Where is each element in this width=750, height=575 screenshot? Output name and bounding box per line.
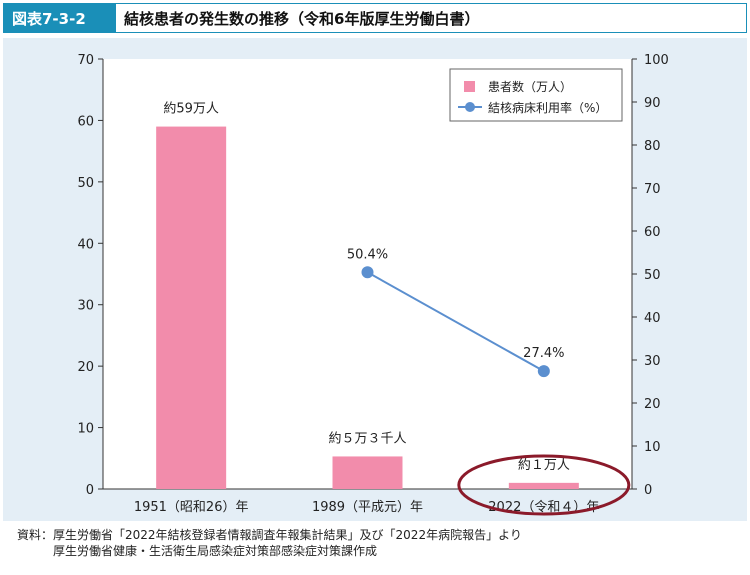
bar: [508, 482, 579, 489]
x-tick-label: 1951（昭和26）年: [134, 500, 249, 515]
right-tick-label: 60: [644, 225, 661, 240]
left-tick-label: 60: [77, 114, 94, 129]
right-tick-label: 0: [644, 483, 652, 498]
left-tick-label: 10: [77, 422, 94, 437]
highlight-ellipse: [457, 454, 631, 516]
legend-box: [449, 68, 623, 122]
source-line-1: 資料：厚生労働省「2022年結核登録者情報調査年報集計結果」及び「2022年病院…: [17, 528, 522, 542]
bar: [156, 126, 227, 490]
left-tick-label: 50: [77, 176, 94, 191]
bar-data-label: 約59万人: [163, 102, 219, 117]
chart-svg: 0 10 20 30 40 50 60 70 0 10 20 30 40 50 60 70 80 90 100 約59…: [77, 53, 669, 516]
legend-line-marker: [465, 102, 475, 112]
right-tick-label: 50: [644, 268, 661, 283]
figure-title: 結核患者の発生数の推移（令和6年版厚生労働白書）: [124, 9, 480, 28]
right-tick-label: 30: [644, 354, 661, 369]
right-tick-label: 70: [644, 182, 661, 197]
line-data-label: 27.4%: [523, 346, 564, 361]
source-note: 資料：厚生労働省「2022年結核登録者情報調査年報集計結果」及び「2022年病院…: [17, 527, 522, 559]
left-tick-label: 40: [77, 237, 94, 252]
right-tick-label: 100: [644, 53, 669, 68]
left-tick-label: 20: [77, 360, 94, 375]
left-tick-label: 0: [86, 483, 94, 498]
line-series-path: [367, 271, 545, 373]
legend-bar-label: 患者数（万人）: [488, 79, 572, 94]
line-point: [361, 266, 374, 279]
right-tick-label: 10: [644, 440, 661, 455]
right-tick-label: 80: [644, 139, 661, 154]
source-line-2: 厚生労働省健康・生活衛生局感染症対策部感染症対策課作成: [53, 544, 378, 558]
left-tick-label: 70: [77, 53, 94, 68]
line-point: [537, 365, 550, 378]
legend-line-label: 結核病床利用率（%）: [488, 100, 607, 115]
line-data-label: 50.4%: [347, 247, 388, 262]
x-tick-label: 1989（平成元）年: [312, 500, 423, 515]
bar-data-label: 約１万人: [518, 458, 570, 473]
right-tick-label: 20: [644, 397, 661, 412]
figure-header: 図表7-3-2 結核患者の発生数の推移（令和6年版厚生労働白書）: [3, 3, 747, 33]
figure-label: 図表7-3-2: [4, 4, 116, 32]
right-tick-label: 90: [644, 96, 661, 111]
right-tick-label: 40: [644, 311, 661, 326]
left-tick-label: 30: [77, 299, 94, 314]
bar: [332, 456, 403, 489]
legend-bar-swatch: [464, 81, 475, 92]
bar-data-label: 約５万３千人: [328, 431, 406, 446]
